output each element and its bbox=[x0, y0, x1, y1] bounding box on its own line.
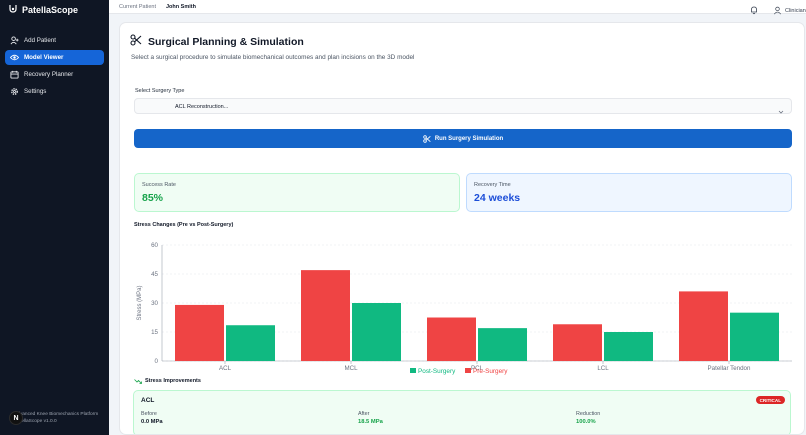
current-patient-label: Current Patient bbox=[119, 4, 156, 10]
sidebar-item-model-viewer[interactable]: Model Viewer bbox=[5, 50, 104, 65]
bar-pre-surgery-acl bbox=[175, 304, 224, 361]
page-subtitle: Select a surgical procedure to simulate … bbox=[131, 54, 415, 61]
before-value: 0.0 MPa bbox=[141, 419, 163, 425]
footer-version-text: PatellaScope v1.0.0 bbox=[14, 419, 57, 424]
scissors-icon bbox=[423, 134, 431, 143]
x-tick-label: Patellar Tendon bbox=[708, 365, 751, 372]
stress-changes-chart: 0 15 30 45 60 Stress (MPa) ACL MCL PCL LCL Patella… bbox=[137, 242, 792, 375]
sidebar-nav: Add Patient Model Viewer Recovery Planne… bbox=[0, 33, 109, 99]
after-column: After 18.5 MPa bbox=[358, 411, 383, 425]
user-role-label: Clinician bbox=[785, 8, 806, 14]
recovery-time-card: Recovery Time 24 weeks bbox=[466, 173, 792, 212]
trending-down-icon bbox=[134, 377, 142, 385]
gear-icon bbox=[9, 87, 19, 97]
chevron-down-icon bbox=[777, 103, 785, 114]
sidebar-item-label: Settings bbox=[24, 88, 47, 95]
improvements-heading: Stress Improvements bbox=[134, 377, 201, 385]
brand[interactable]: PatellaScope bbox=[8, 3, 109, 17]
surgery-type-select[interactable]: ACL Reconstruction... bbox=[134, 98, 792, 114]
y-tick-label: 60 bbox=[151, 242, 158, 249]
y-tick-label: 0 bbox=[155, 358, 159, 365]
add-user-icon bbox=[9, 36, 19, 46]
sidebar-item-label: Recovery Planner bbox=[24, 71, 74, 78]
app-name: PatellaScope bbox=[22, 5, 79, 15]
after-value: 18.5 MPa bbox=[358, 419, 383, 425]
footer-platform-text: Advanced Knee Biomechanics Platform bbox=[14, 412, 99, 417]
x-tick-label: PCL bbox=[471, 365, 484, 372]
reduction-label: Reduction bbox=[576, 411, 601, 417]
bar-post-surgery-mcl bbox=[352, 303, 401, 361]
sidebar-item-label: Model Viewer bbox=[24, 54, 64, 61]
bar-pre-surgery-pcl bbox=[427, 317, 476, 361]
after-label: After bbox=[358, 411, 370, 417]
sidebar: PatellaScope Add Patient Model Viewer Re… bbox=[0, 0, 109, 435]
scissors-icon bbox=[130, 33, 142, 51]
bar-post-surgery-patellar-tendon bbox=[730, 312, 779, 361]
surgical-planning-card: Surgical Planning & Simulation Select a … bbox=[119, 22, 805, 435]
legend-label-post-surgery: Post-Surgery bbox=[418, 368, 456, 375]
surgery-type-value: ACL Reconstruction... bbox=[175, 104, 229, 110]
improvements-title: Stress Improvements bbox=[145, 378, 201, 384]
user-icon bbox=[773, 2, 782, 20]
bar-post-surgery-lcl bbox=[604, 332, 653, 361]
knee-logo-icon bbox=[8, 1, 18, 19]
x-tick-label: ACL bbox=[219, 365, 232, 372]
critical-badge: CRITICAL bbox=[755, 396, 785, 404]
bar-pre-surgery-patellar-tendon bbox=[679, 291, 728, 361]
chart-title: Stress Changes (Pre vs Post-Surgery) bbox=[134, 222, 234, 228]
run-simulation-button[interactable]: Run Surgery Simulation bbox=[134, 129, 792, 148]
legend-swatch-pre-surgery bbox=[465, 368, 471, 373]
bar-pre-surgery-mcl bbox=[301, 270, 350, 361]
legend-label-pre-surgery: Pre-Surgery bbox=[473, 368, 508, 375]
eye-icon bbox=[9, 53, 19, 63]
improvement-card-acl: ACL CRITICAL Before 0.0 MPa After 18.5 M… bbox=[133, 390, 791, 434]
run-simulation-label: Run Surgery Simulation bbox=[434, 135, 504, 142]
success-rate-label: Success Rate bbox=[142, 182, 176, 188]
bell-icon[interactable] bbox=[749, 2, 759, 15]
success-rate-value: 85% bbox=[142, 192, 164, 204]
surgery-type-label: Select Surgery Type bbox=[135, 88, 185, 94]
bar-post-surgery-pcl bbox=[478, 328, 527, 361]
sidebar-item-recovery-planner[interactable]: Recovery Planner bbox=[5, 67, 104, 82]
sidebar-item-settings[interactable]: Settings bbox=[5, 84, 104, 99]
footer-avatar-badge[interactable]: N bbox=[9, 411, 23, 425]
top-bar: Current Patient John Smith Clinician bbox=[109, 0, 806, 15]
legend-swatch-post-surgery bbox=[410, 368, 416, 373]
calendar-icon bbox=[9, 70, 19, 80]
user-menu[interactable]: Clinician bbox=[773, 2, 806, 20]
before-column: Before 0.0 MPa bbox=[141, 411, 163, 425]
x-tick-label: MCL bbox=[344, 365, 358, 372]
recovery-time-value: 24 weeks bbox=[474, 192, 521, 204]
improvement-ligament-name: ACL bbox=[141, 397, 155, 404]
y-axis-label: Stress (MPa) bbox=[137, 285, 143, 320]
sidebar-item-label: Add Patient bbox=[24, 37, 56, 44]
y-tick-label: 45 bbox=[151, 271, 158, 278]
current-patient-name: John Smith bbox=[166, 4, 196, 10]
recovery-time-label: Recovery Time bbox=[474, 182, 511, 188]
bar-pre-surgery-lcl bbox=[553, 324, 602, 361]
bar-post-surgery-acl bbox=[226, 325, 275, 361]
before-label: Before bbox=[141, 411, 157, 417]
page-title: Surgical Planning & Simulation bbox=[148, 36, 304, 48]
x-tick-label: LCL bbox=[597, 365, 609, 372]
reduction-column: Reduction 100.0% bbox=[576, 411, 600, 425]
sidebar-item-add-patient[interactable]: Add Patient bbox=[5, 33, 104, 48]
sidebar-footer: Advanced Knee Biomechanics Platform Pate… bbox=[6, 411, 106, 429]
reduction-value: 100.0% bbox=[576, 419, 596, 425]
y-tick-label: 15 bbox=[151, 329, 158, 336]
y-tick-label: 30 bbox=[151, 300, 158, 307]
card-header: Surgical Planning & Simulation bbox=[130, 33, 304, 51]
success-rate-card: Success Rate 85% bbox=[134, 173, 460, 212]
